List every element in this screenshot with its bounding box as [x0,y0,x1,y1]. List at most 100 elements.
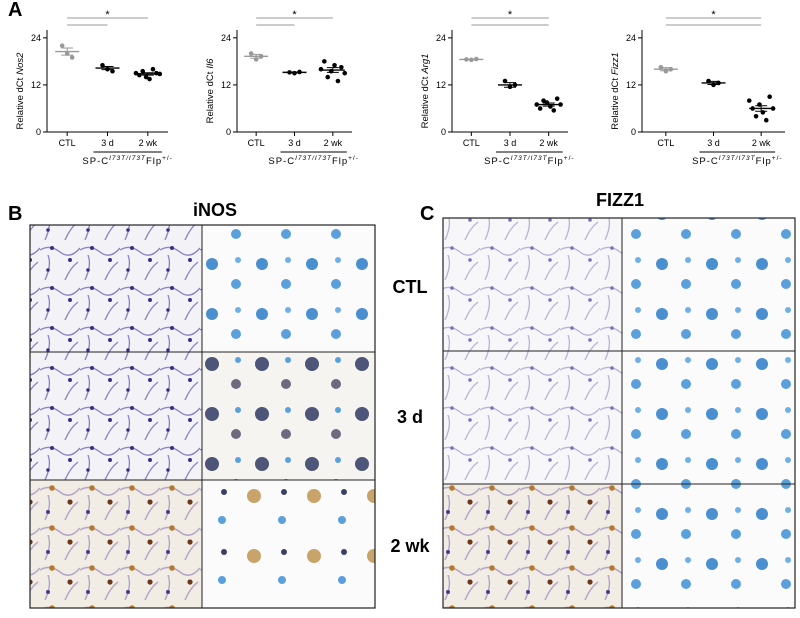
data-point [746,98,752,103]
micrograph [443,484,622,608]
chart: 0 12 24 Relative dCt Il6 CTL 3 d 2 wk SP-CI73T/I… [205,9,359,167]
y-tick-label: 24 [221,33,231,43]
y-tick-label: 0 [226,127,231,137]
group-label-sup: I73T/I73T [295,155,332,162]
group-label: SP-CI73T/I73TFlp+/- [82,155,173,167]
micrograph [622,484,795,608]
y-tick-label: 12 [436,80,446,90]
data-point [325,74,331,80]
group-label-base: SP-C [692,156,719,167]
y-tick-label: 0 [441,127,446,137]
y-axis-label-gene: Il6 [205,58,216,69]
y-axis-label: Relative dCt Il6 [205,58,216,124]
group-label-mid: Flp [332,156,348,167]
y-tick-label: 12 [221,80,231,90]
y-tick-label: 12 [626,80,636,90]
x-tick-label: CTL [248,138,265,148]
error-bar [326,67,339,73]
x-tick-label: 2 wk [324,138,343,148]
data-point [147,76,152,82]
error-bar [101,65,114,71]
x-tick-label: 2 wk [539,138,558,148]
data-point [335,78,341,84]
micrograph [30,352,202,480]
group-label-base: SP-C [484,156,511,167]
y-tick-label: 0 [36,127,41,137]
y-axis-label: Relative dCtArg1 [420,54,431,129]
group-label-base: SP-C [268,156,295,167]
x-tick-label: CTL [463,138,480,148]
significance-star: * [508,9,513,21]
data-point [318,66,324,72]
micrograph-grid [29,217,796,609]
data-point [143,74,149,80]
data-point [767,94,772,99]
data-point [763,117,769,123]
y-axis-label-text: Relative dCt [610,78,621,130]
micrograph [622,351,795,484]
data-point [339,64,344,70]
data-point [554,96,560,101]
x-tick-label: 2 wk [752,138,771,148]
error-bar [288,71,301,74]
significance-star: * [711,9,716,21]
group-label-sup: +/- [564,155,575,162]
group-label-sup: +/- [162,155,173,162]
group-label-sup: +/- [772,155,783,162]
group-label-sup: +/- [348,155,359,162]
y-axis-label-gene: Nos2 [15,52,26,75]
error-bar [141,72,154,76]
x-tick-label: 3 d [504,138,517,148]
significance-star: * [292,9,297,21]
data-point [322,59,327,64]
x-tick-label: CTL [657,138,674,148]
x-tick-label: 2 wk [139,138,158,148]
chart: 0 12 24 Relative dCt Nos2 CTL 3 d 2 wk SP-CI73T/… [15,9,173,167]
error-bar [659,67,672,72]
group-label-mid: Flp [756,156,772,167]
micrograph [30,225,202,352]
y-axis-label-text: Relative dCt [205,71,216,123]
group-label: SP-CI73T/I73TFlp+/- [692,155,783,167]
data-point [541,98,546,103]
error-bar [465,58,478,61]
y-tick-label: 12 [31,80,41,90]
group-label-sup: I73T/I73T [511,155,548,162]
chart: 0 12 24 Relative dCtArg1 CTL 3 d 2 wk SP-CI73T/… [420,9,575,167]
panel-letter: C [420,203,434,225]
group-label: SP-CI73T/I73TFlp+/- [484,155,575,167]
data-point [69,55,75,60]
micrograph [622,218,795,351]
data-point [342,70,348,76]
micrograph [30,480,202,608]
error-bar [755,105,768,112]
x-tick-label: 3 d [707,138,720,148]
micrograph [202,225,375,352]
panel-title: iNOS [193,200,237,220]
y-axis-label-text: Relative dCt [15,77,26,129]
row-label: 3 d [397,407,423,427]
micrograph [202,352,375,480]
panel-letter: A [8,0,22,21]
significance-star: * [105,9,110,21]
group-label-mid: Flp [548,156,564,167]
row-label: CTL [393,277,428,297]
data-point [59,43,65,48]
data-point [248,51,254,56]
y-axis-label-gene: Arg1 [420,54,431,75]
data-point [551,108,557,113]
y-tick-label: 24 [31,33,41,43]
error-bar [504,82,516,88]
y-axis-label: Relative dCt Fizz1 [610,52,621,129]
y-tick-label: 24 [436,33,446,43]
micrograph [443,218,622,351]
micrograph [202,480,375,608]
error-bar [61,47,74,56]
micrograph [443,351,622,484]
group-label: SP-CI73T/I73TFlp+/- [268,155,359,167]
y-axis-label-text: Relative dCt [420,76,431,128]
y-tick-label: 0 [631,127,636,137]
error-bar [542,102,555,107]
data-point [150,66,156,72]
